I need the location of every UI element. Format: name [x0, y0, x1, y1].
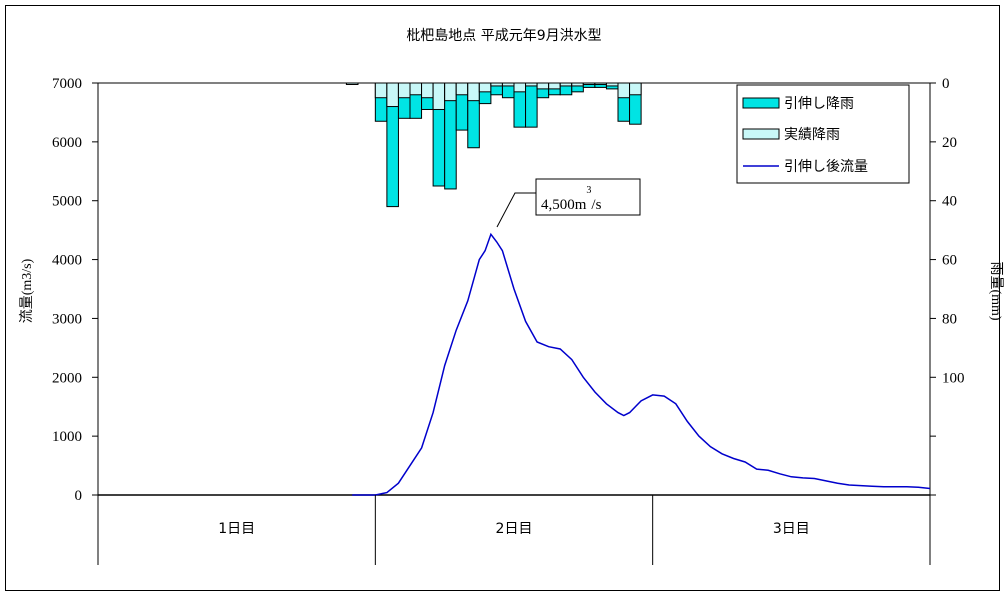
observed-rain-bar [432, 82, 446, 110]
right-tick-label: 100 [942, 370, 965, 386]
observed-rain-bar [409, 82, 423, 96]
right-tick-label: 20 [942, 135, 957, 151]
axes: 0 1000 2000 3000 4000 5000 6000 7000 0 20 40 60 80 10… [52, 76, 965, 504]
legend-label-flow: 引伸し後流量 [784, 159, 868, 175]
right-tick-label: 80 [942, 311, 957, 327]
left-tick-label: 0 [75, 488, 83, 504]
observed-rain-bar [548, 82, 561, 90]
left-tick-label: 6000 [52, 135, 82, 151]
left-tick-label: 1000 [52, 429, 82, 445]
observed-rain-bar [617, 82, 631, 99]
y-axis-left-label: 流量(m3/s) [19, 258, 35, 323]
left-tick-label: 2000 [52, 370, 82, 386]
left-tick-label: 5000 [52, 194, 82, 210]
legend-label-extended-rain: 引伸し降雨 [784, 96, 854, 112]
observed-rain-bar [386, 82, 399, 108]
observed-rain-bar [421, 82, 434, 99]
day-axis: 1日目 2日目 3日目 [97, 495, 931, 565]
right-tick-label: 60 [942, 253, 957, 269]
observed-rain-bar [455, 82, 469, 96]
observed-rain-bar [629, 82, 642, 96]
observed-rain-bar [478, 82, 492, 93]
extended-rain-bar [525, 82, 538, 128]
observed-rain-bar [374, 82, 388, 99]
rain-bars [345, 82, 642, 208]
day-label: 1日目 [218, 521, 255, 537]
annotation-box [535, 178, 641, 216]
flow-series [352, 232, 931, 496]
legend: 引伸し降雨 実績降雨 引伸し後流量 [736, 84, 910, 184]
observed-rain-bar [467, 82, 480, 102]
observed-rain-bar [397, 82, 411, 99]
day-label: 3日目 [773, 521, 810, 537]
observed-rain-bar [444, 82, 457, 102]
right-tick-label: 40 [942, 194, 957, 210]
left-tick-label: 3000 [52, 311, 82, 327]
day-label: 2日目 [496, 521, 533, 537]
annotation-leader-line [496, 192, 536, 228]
observed-rain-bar [536, 82, 550, 90]
observed-rain-bar [513, 82, 527, 93]
right-tick-label: 0 [942, 76, 950, 92]
left-tick-label: 4000 [52, 253, 82, 269]
chart-title: 枇杷島地点 平成元年9月洪水型 [406, 28, 601, 44]
y-axis-right-label: 雨量(mm) [988, 261, 1004, 320]
legend-swatch-observed-rain [742, 128, 780, 140]
annotation-text: 4,500m3/s [541, 185, 602, 213]
peak-annotation: 4,500m3/s [496, 178, 641, 228]
legend-swatch-extended-rain [742, 97, 780, 109]
flow-line [352, 232, 931, 496]
left-tick-label: 7000 [52, 76, 82, 92]
legend-label-observed-rain: 実績降雨 [784, 127, 840, 143]
